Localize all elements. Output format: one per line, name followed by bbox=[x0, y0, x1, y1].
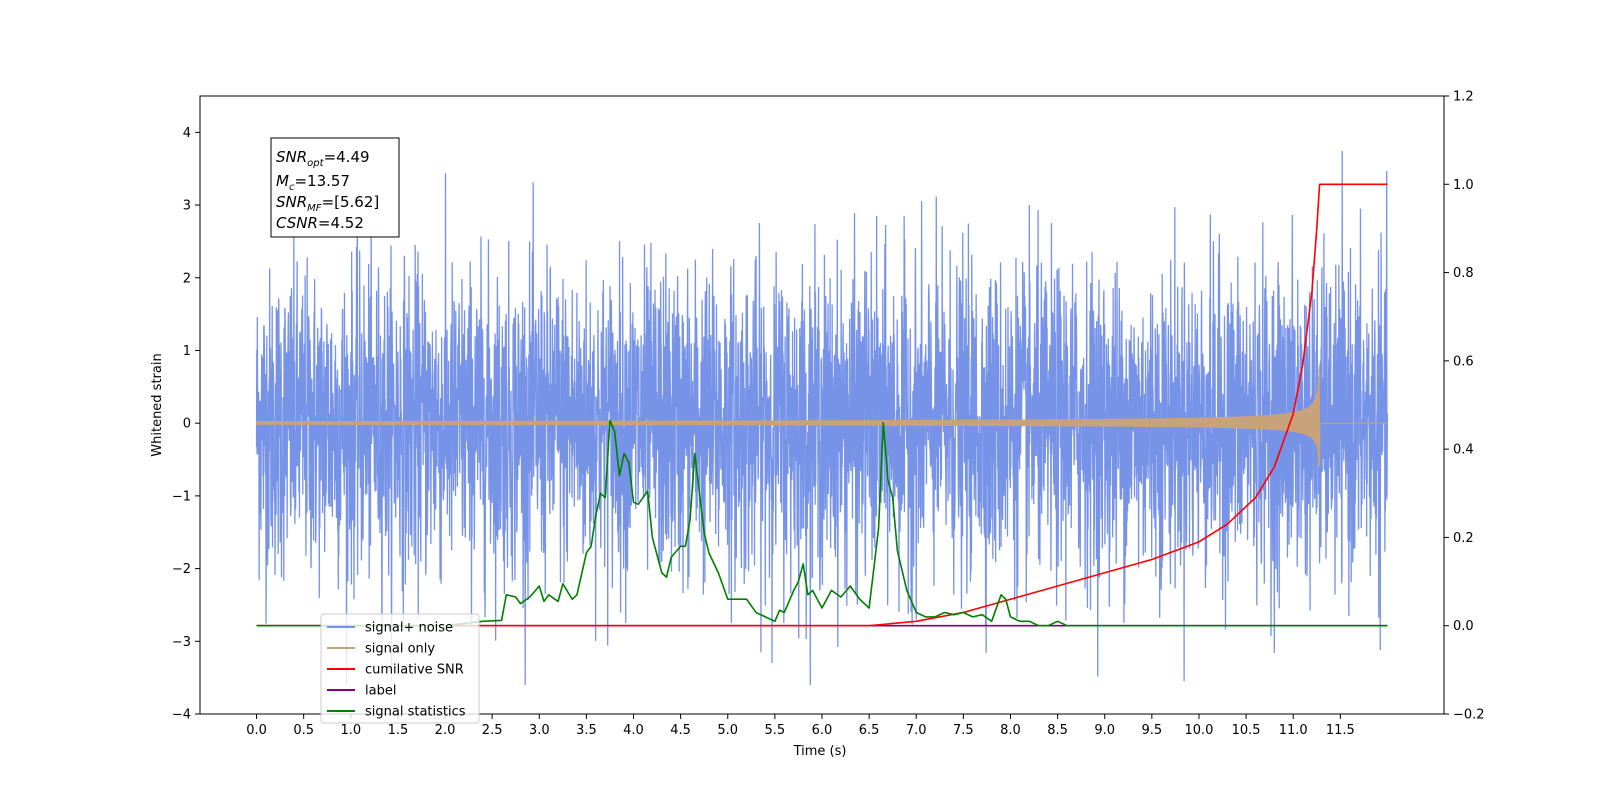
x-tick-label: 3.0 bbox=[529, 723, 550, 738]
stats-box: SNRopt=4.49 Mc=13.57 SNRMF=[5.62] CSNR=4… bbox=[270, 137, 400, 238]
y-axis-label: Whitened strain bbox=[150, 353, 165, 456]
y-axis-left: −4 −3 −2 −1 0 1 2 3 4 bbox=[172, 126, 200, 723]
snr-opt-value: =4.49 bbox=[324, 148, 370, 166]
x-tick-label: 7.5 bbox=[953, 723, 974, 738]
x-tick-label: 3.5 bbox=[576, 723, 597, 738]
x-axis: 0.0 0.5 1.0 1.5 2.0 2.5 3.0 3.5 4.0 4.5 5.0 5.5 6.0 6… bbox=[246, 714, 1355, 738]
legend-signal-statistics-text: signal statistics bbox=[365, 705, 466, 720]
x-tick-label: 7.0 bbox=[906, 723, 927, 738]
y-tick-label: 0 bbox=[183, 417, 191, 432]
y-tick-label: −4 bbox=[172, 708, 191, 723]
x-tick-label: 2.5 bbox=[482, 723, 503, 738]
series-signal-noise-line bbox=[255, 151, 1389, 685]
legend-label-text: label bbox=[365, 684, 396, 699]
mc-annotation: Mc=13.57 bbox=[276, 172, 350, 193]
y-axis-right: −0.2 0.0 0.2 0.4 0.6 0.8 1.0 1.2 bbox=[1444, 90, 1485, 723]
legend-signal-only-text: signal only bbox=[365, 642, 435, 657]
x-axis-label: Time (s) bbox=[793, 744, 847, 759]
y-tick-label: −1 bbox=[172, 489, 191, 504]
x-tick-label: 6.0 bbox=[812, 723, 833, 738]
y2-tick-label: 0.4 bbox=[1453, 443, 1474, 458]
snr-opt-annotation: SNRopt=4.49 bbox=[276, 148, 370, 169]
x-tick-label: 4.0 bbox=[623, 723, 644, 738]
mc-subscript: c bbox=[289, 182, 295, 193]
snr-mf-value: =[5.62] bbox=[322, 193, 380, 211]
y2-tick-label: 0.6 bbox=[1453, 354, 1474, 369]
x-tick-label: 5.0 bbox=[717, 723, 738, 738]
csnr-annotation: CSNR=4.52 bbox=[276, 214, 364, 232]
y2-tick-label: 0.8 bbox=[1453, 266, 1474, 281]
x-tick-label: 4.5 bbox=[670, 723, 691, 738]
y-tick-label: 4 bbox=[183, 126, 191, 141]
legend-cumulative-snr-text: cumilative SNR bbox=[365, 663, 464, 678]
y2-tick-label: 1.0 bbox=[1453, 178, 1474, 193]
snr-opt-subscript: opt bbox=[307, 158, 324, 169]
stats-box-frame bbox=[270, 137, 400, 238]
snr-mf-annotation: SNRMF=[5.62] bbox=[276, 193, 379, 214]
x-tick-label: 5.5 bbox=[765, 723, 786, 738]
x-tick-label: 1.0 bbox=[340, 723, 361, 738]
snr-mf-symbol: SNR bbox=[276, 193, 307, 211]
mc-symbol: M bbox=[276, 172, 289, 190]
snr-opt-symbol: SNR bbox=[276, 148, 307, 166]
legend-frame bbox=[320, 613, 480, 724]
y-tick-label: 2 bbox=[183, 271, 191, 286]
y-tick-label: 3 bbox=[183, 199, 191, 214]
mc-value: =13.57 bbox=[294, 172, 350, 190]
y2-tick-label: −0.2 bbox=[1453, 708, 1485, 723]
csnr-symbol: CSNR bbox=[276, 214, 318, 232]
csnr-value: =4.52 bbox=[318, 214, 364, 232]
x-tick-label: 8.0 bbox=[1000, 723, 1021, 738]
x-tick-label: 0.0 bbox=[246, 723, 267, 738]
y-tick-label: −3 bbox=[172, 635, 191, 650]
x-tick-label: 0.5 bbox=[293, 723, 314, 738]
series-signal-only-line bbox=[256, 368, 1388, 467]
x-tick-label: 10.0 bbox=[1184, 723, 1213, 738]
x-tick-label: 10.5 bbox=[1232, 723, 1261, 738]
y-tick-label: −2 bbox=[172, 562, 191, 577]
legend: signal+ noise signal only cumilative SNR la… bbox=[320, 613, 480, 724]
x-tick-label: 11.0 bbox=[1279, 723, 1308, 738]
x-tick-label: 9.5 bbox=[1142, 723, 1163, 738]
y2-tick-label: 0.0 bbox=[1453, 619, 1474, 634]
y-tick-label: 1 bbox=[183, 344, 191, 359]
x-tick-label: 1.5 bbox=[388, 723, 409, 738]
y2-tick-label: 0.2 bbox=[1453, 531, 1474, 546]
x-tick-label: 11.5 bbox=[1326, 723, 1355, 738]
snr-mf-subscript: MF bbox=[307, 203, 322, 214]
x-tick-label: 9.0 bbox=[1094, 723, 1115, 738]
x-tick-label: 6.5 bbox=[859, 723, 880, 738]
x-tick-label: 2.0 bbox=[435, 723, 456, 738]
series-signal-statistics-line bbox=[256, 419, 1388, 627]
legend-signal-noise-text: signal+ noise bbox=[365, 621, 453, 636]
y2-tick-label: 1.2 bbox=[1453, 90, 1474, 105]
x-tick-label: 8.5 bbox=[1047, 723, 1068, 738]
